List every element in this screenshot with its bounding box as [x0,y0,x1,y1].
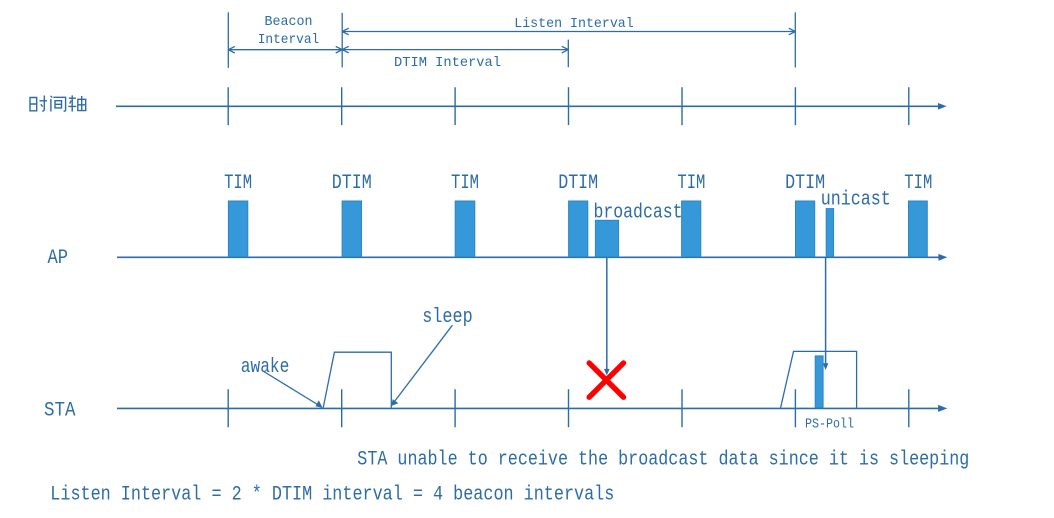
svg-text:TIM: TIM [677,172,705,195]
svg-text:TIM: TIM [451,172,479,195]
svg-text:broadcast: broadcast [594,202,683,225]
svg-text:DTIM Interval: DTIM Interval [394,55,501,71]
svg-text:DTIM: DTIM [558,172,598,195]
svg-text:unicast: unicast [821,189,891,212]
svg-text:AP: AP [48,247,69,270]
svg-text:Listen Interval = 2 * DTIM int: Listen Interval = 2 * DTIM interval = 4 … [50,484,614,507]
svg-text:TIM: TIM [224,172,252,195]
svg-text:Interval: Interval [258,32,320,48]
svg-text:awake: awake [241,356,289,379]
svg-text:Listen Interval: Listen Interval [514,16,634,32]
svg-text:sleep: sleep [422,306,473,329]
svg-text:STA unable to receive the broa: STA unable to receive the broadcast data… [357,449,969,472]
svg-text:Beacon: Beacon [265,14,313,30]
svg-text:TIM: TIM [904,172,932,195]
svg-text:DTIM: DTIM [785,172,825,195]
svg-text:DTIM: DTIM [332,172,372,195]
svg-text:STA: STA [44,400,76,423]
svg-text:PS-Poll: PS-Poll [805,416,854,432]
